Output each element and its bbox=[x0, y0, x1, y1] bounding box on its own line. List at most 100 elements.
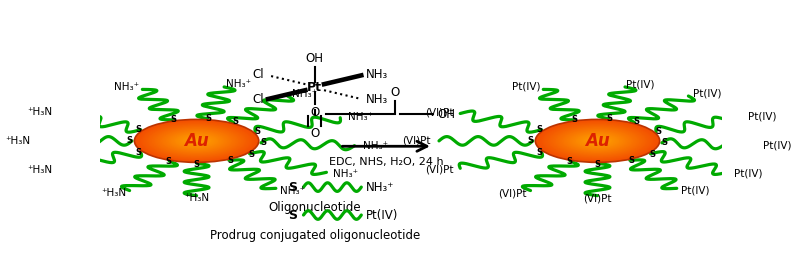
Circle shape bbox=[566, 130, 629, 151]
Circle shape bbox=[577, 134, 618, 148]
Text: EDC, NHS, H₂O, 24 h: EDC, NHS, H₂O, 24 h bbox=[329, 157, 444, 167]
Circle shape bbox=[541, 122, 654, 160]
Text: NH₃⁺: NH₃⁺ bbox=[225, 79, 251, 89]
Circle shape bbox=[193, 140, 200, 142]
Text: S: S bbox=[127, 136, 132, 145]
Text: Cl: Cl bbox=[252, 93, 264, 106]
Text: NH₃⁺: NH₃⁺ bbox=[347, 112, 373, 122]
Text: ⁺H₃N: ⁺H₃N bbox=[27, 107, 52, 117]
Circle shape bbox=[591, 139, 604, 143]
Circle shape bbox=[559, 128, 636, 154]
Text: O: O bbox=[310, 127, 319, 140]
Text: NH₃: NH₃ bbox=[366, 93, 388, 106]
Circle shape bbox=[571, 132, 624, 150]
Circle shape bbox=[560, 128, 635, 154]
Text: OH: OH bbox=[306, 52, 324, 65]
Text: S: S bbox=[249, 150, 254, 159]
Circle shape bbox=[574, 133, 621, 149]
Circle shape bbox=[596, 140, 599, 141]
Circle shape bbox=[556, 126, 639, 155]
Text: S: S bbox=[528, 136, 533, 145]
Text: S: S bbox=[205, 114, 211, 122]
Circle shape bbox=[164, 130, 229, 152]
Circle shape bbox=[150, 125, 243, 157]
Circle shape bbox=[144, 123, 249, 159]
Text: ⁺H₃N: ⁺H₃N bbox=[101, 188, 126, 198]
Circle shape bbox=[195, 140, 198, 141]
Circle shape bbox=[545, 123, 650, 159]
Circle shape bbox=[139, 121, 254, 161]
Text: (VI)Pt: (VI)Pt bbox=[499, 188, 527, 198]
Text: Pt(IV): Pt(IV) bbox=[367, 208, 399, 222]
Text: NH₃⁺: NH₃⁺ bbox=[367, 181, 395, 194]
Circle shape bbox=[579, 134, 616, 147]
Circle shape bbox=[178, 134, 215, 147]
Circle shape bbox=[168, 131, 225, 151]
Circle shape bbox=[156, 127, 237, 155]
Circle shape bbox=[153, 126, 240, 156]
Text: S: S bbox=[289, 208, 298, 222]
Text: Au: Au bbox=[585, 132, 610, 150]
Circle shape bbox=[176, 134, 217, 148]
Circle shape bbox=[543, 122, 652, 160]
Circle shape bbox=[142, 122, 251, 160]
Circle shape bbox=[190, 139, 203, 143]
Text: S: S bbox=[606, 114, 612, 122]
Text: OH: OH bbox=[437, 107, 455, 121]
Text: (VI)Pt: (VI)Pt bbox=[403, 136, 431, 146]
Text: S: S bbox=[572, 115, 577, 124]
Text: NH₃⁺: NH₃⁺ bbox=[333, 169, 358, 179]
Text: S: S bbox=[254, 127, 261, 136]
Circle shape bbox=[145, 123, 248, 159]
Circle shape bbox=[152, 125, 241, 157]
Circle shape bbox=[582, 136, 613, 146]
Circle shape bbox=[586, 137, 609, 145]
Circle shape bbox=[563, 129, 632, 153]
Text: Oligonucleotide: Oligonucleotide bbox=[269, 201, 361, 214]
Circle shape bbox=[135, 119, 259, 162]
Circle shape bbox=[576, 133, 619, 148]
Text: S: S bbox=[232, 117, 238, 126]
Circle shape bbox=[540, 121, 655, 161]
Text: NH₃: NH₃ bbox=[366, 68, 388, 81]
Circle shape bbox=[140, 122, 253, 160]
Circle shape bbox=[548, 124, 647, 158]
Text: S: S bbox=[136, 125, 141, 134]
Circle shape bbox=[167, 131, 226, 151]
Circle shape bbox=[557, 127, 638, 155]
Text: S: S bbox=[193, 160, 200, 169]
Circle shape bbox=[184, 137, 209, 145]
Text: S: S bbox=[136, 148, 141, 157]
Circle shape bbox=[553, 125, 642, 157]
Text: O: O bbox=[391, 86, 400, 98]
Text: S: S bbox=[628, 157, 634, 165]
Circle shape bbox=[593, 139, 602, 143]
Text: S: S bbox=[594, 160, 601, 169]
Text: S: S bbox=[289, 181, 298, 194]
Circle shape bbox=[561, 129, 634, 153]
Text: NH₃⁺: NH₃⁺ bbox=[115, 82, 140, 92]
Text: Pt(IV): Pt(IV) bbox=[681, 186, 709, 196]
Circle shape bbox=[573, 132, 622, 150]
Text: Pt(IV): Pt(IV) bbox=[748, 112, 777, 122]
Circle shape bbox=[138, 121, 256, 161]
Circle shape bbox=[165, 130, 228, 151]
Text: S: S bbox=[537, 125, 542, 134]
Circle shape bbox=[554, 126, 641, 156]
Text: Pt(IV): Pt(IV) bbox=[626, 79, 655, 89]
Text: (VI)Pt: (VI)Pt bbox=[425, 165, 453, 175]
Circle shape bbox=[594, 140, 601, 142]
Text: S: S bbox=[566, 157, 572, 166]
Circle shape bbox=[549, 124, 646, 158]
Text: NH₃⁺: NH₃⁺ bbox=[292, 89, 318, 99]
Text: S: S bbox=[633, 117, 639, 126]
Text: Cl: Cl bbox=[252, 68, 264, 81]
Text: NH₃⁺: NH₃⁺ bbox=[280, 186, 305, 196]
Circle shape bbox=[161, 129, 233, 153]
Circle shape bbox=[172, 132, 221, 150]
Circle shape bbox=[565, 130, 630, 152]
Circle shape bbox=[181, 136, 212, 146]
Circle shape bbox=[188, 138, 206, 144]
Circle shape bbox=[537, 120, 658, 162]
Circle shape bbox=[585, 137, 610, 145]
